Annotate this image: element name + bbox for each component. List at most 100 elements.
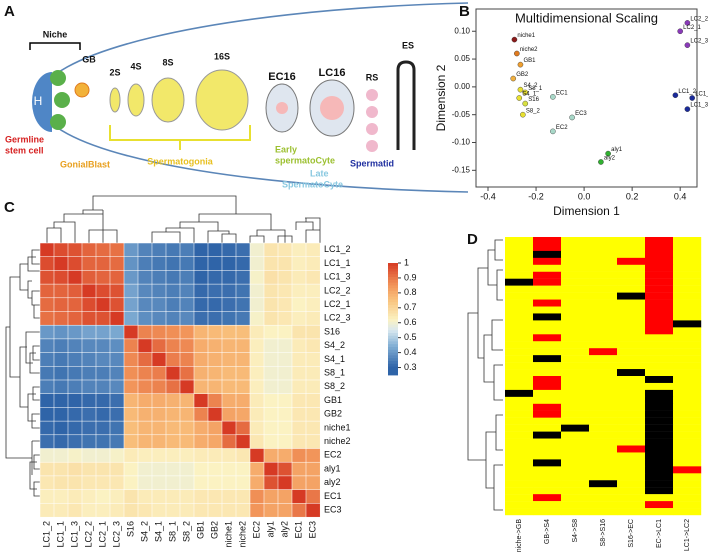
heatmap-cell xyxy=(235,489,251,504)
heatmap-cell xyxy=(249,256,265,271)
row-label: LC2_2 xyxy=(324,285,351,295)
heatmap-cell xyxy=(151,448,167,463)
point-label: niche1 xyxy=(517,33,535,39)
heatmap-cell xyxy=(67,407,83,422)
point xyxy=(520,111,526,118)
heatmap-cell xyxy=(561,376,590,384)
heatmap-cell xyxy=(673,292,702,300)
heatmap-cell xyxy=(617,243,646,252)
y-tick-label: -0.15 xyxy=(452,165,471,174)
heatmap-cell xyxy=(645,410,674,418)
heatmap-cell xyxy=(221,489,237,504)
cyst xyxy=(151,77,185,123)
point-label: niche2 xyxy=(520,47,538,53)
heatmap-cell xyxy=(617,480,646,488)
heatmap-cell xyxy=(207,448,223,463)
heatmap-cell xyxy=(589,438,618,446)
heatmap-cell xyxy=(617,445,646,453)
heatmap-cell xyxy=(673,334,702,342)
label: RS xyxy=(366,72,379,82)
heatmap-cell xyxy=(249,338,265,354)
heatmap-cell xyxy=(39,270,55,285)
heatmap-cell xyxy=(263,393,279,408)
heatmap-cell xyxy=(673,250,702,259)
heatmap-cell xyxy=(673,306,702,314)
heatmap-cell xyxy=(263,242,279,258)
heatmap-cell xyxy=(291,448,307,463)
column-label: EC1 xyxy=(293,521,303,539)
row-label: S4_1 xyxy=(324,354,345,364)
heatmap-cell xyxy=(589,320,618,328)
heatmap-cell xyxy=(505,396,534,404)
heatmap-cell xyxy=(263,283,279,299)
heatmap-cell xyxy=(109,420,125,436)
heatmap-cell xyxy=(673,431,702,439)
heatmap-cell xyxy=(533,334,562,342)
heatmap-cell xyxy=(109,475,125,491)
heatmap-cell xyxy=(95,338,111,354)
heatmap-cell xyxy=(617,278,646,286)
colorbar-step xyxy=(388,277,398,281)
heatmap-cell xyxy=(53,461,69,477)
heatmap-cell xyxy=(249,324,265,340)
point-label: LC2_3 xyxy=(690,39,708,45)
heatmap-cell xyxy=(617,389,646,398)
heatmap-cell xyxy=(673,424,702,432)
heatmap-cell xyxy=(617,382,646,391)
heatmap-cell xyxy=(151,242,167,258)
heatmap-cell xyxy=(533,410,562,418)
label: Niche xyxy=(43,29,68,39)
heatmap-cell xyxy=(645,445,674,453)
heatmap-cell xyxy=(561,313,590,321)
heatmap-cell xyxy=(291,352,307,367)
heatmap-cell xyxy=(617,271,646,279)
heatmap-cell xyxy=(589,480,618,488)
heatmap-cell xyxy=(39,503,55,518)
heatmap-cell xyxy=(645,473,674,481)
point-label: aly1 xyxy=(611,147,623,153)
heatmap-cell xyxy=(53,270,69,285)
heatmap-cell xyxy=(109,270,125,285)
heatmap-cell xyxy=(561,480,590,488)
heatmap-cell xyxy=(617,369,646,377)
heatmap-cell xyxy=(505,306,534,314)
heatmap-cell xyxy=(137,297,153,312)
gonialblast-cell xyxy=(74,82,90,98)
heatmap-cell xyxy=(505,362,534,370)
row-label: niche1 xyxy=(324,422,351,432)
panel-label: C xyxy=(4,199,15,216)
heatmap-cell xyxy=(645,278,674,286)
heatmap-cell xyxy=(81,297,97,312)
heatmap-cell xyxy=(589,313,618,321)
heatmap-cell xyxy=(263,475,279,491)
heatmap-cell xyxy=(207,379,223,395)
heatmap-cell xyxy=(305,407,321,422)
heatmap-cell xyxy=(645,494,674,502)
heatmap-cell xyxy=(221,270,237,285)
heatmap-cell xyxy=(673,487,702,495)
heatmap-cell xyxy=(165,461,181,477)
point-label: S16 xyxy=(528,97,539,103)
heatmap-cell xyxy=(235,324,251,340)
heatmap-cell xyxy=(673,501,702,509)
heatmap-cell xyxy=(561,306,590,314)
heatmap-cell xyxy=(151,407,167,422)
heatmap-cell xyxy=(561,243,590,252)
heatmap-cell xyxy=(617,396,646,404)
heatmap-cell xyxy=(645,389,674,398)
heatmap-cell xyxy=(561,431,590,439)
heatmap-cell xyxy=(589,466,618,474)
heatmap-cell xyxy=(645,376,674,384)
heatmap-cell xyxy=(561,382,590,391)
heatmap-cell xyxy=(67,434,83,449)
heatmap-cell xyxy=(137,338,153,354)
heatmap-cell xyxy=(533,459,562,467)
colorbar-step xyxy=(388,299,398,303)
heatmap-cell xyxy=(123,366,139,381)
label: GonialBlast xyxy=(60,159,110,169)
panel-label: A xyxy=(4,3,15,20)
row-label: LC1_1 xyxy=(324,258,351,268)
heatmap-cell xyxy=(673,327,702,335)
heatmap-cell xyxy=(561,438,590,446)
column-label: niche->GB xyxy=(516,519,523,553)
